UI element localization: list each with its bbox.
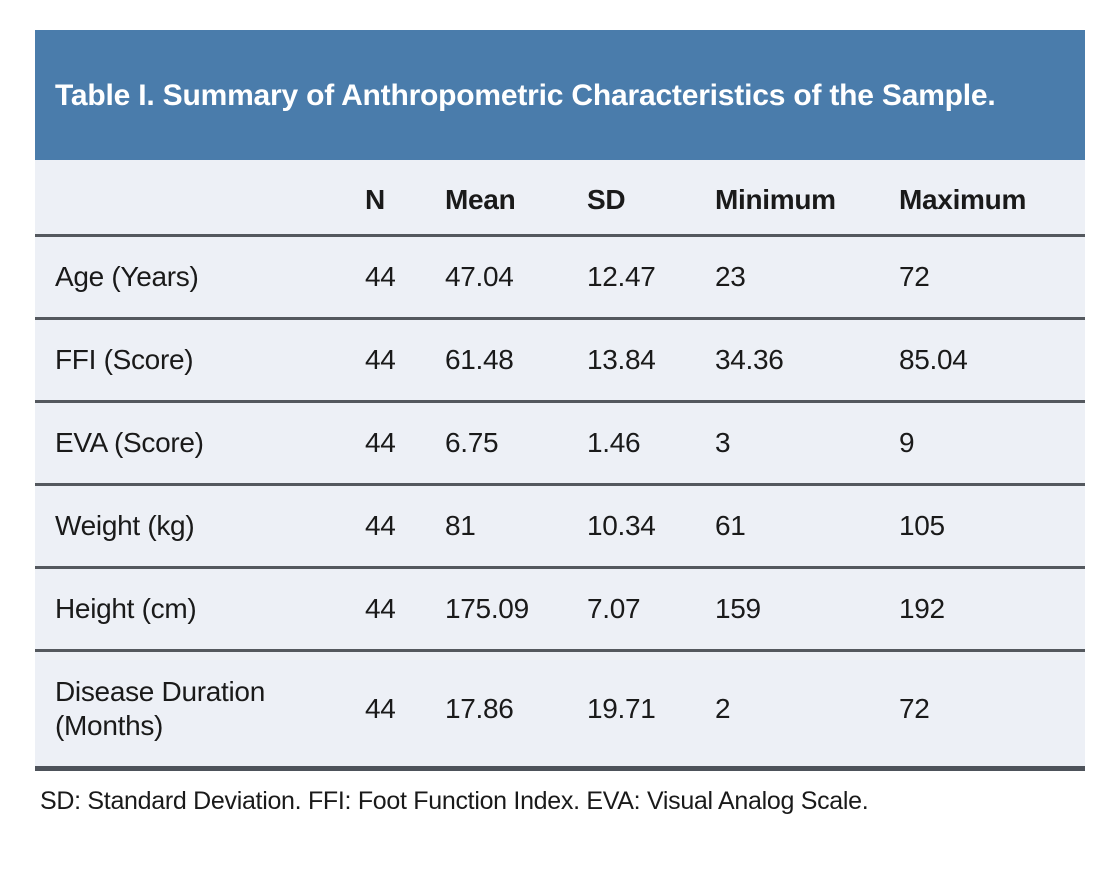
row-label: Height (cm) bbox=[35, 567, 365, 652]
table-title: Table I. Summary of Anthropometric Chara… bbox=[55, 79, 996, 112]
row-label: Age (Years) bbox=[35, 235, 365, 320]
table-footnote: SD: Standard Deviation. FFI: Foot Functi… bbox=[40, 787, 869, 815]
cell-max: 72 bbox=[899, 235, 1085, 320]
row-label: Weight (kg) bbox=[35, 484, 365, 569]
cell-min: 159 bbox=[715, 567, 899, 652]
col-header-variable bbox=[35, 160, 365, 237]
cell-sd: 13.84 bbox=[587, 318, 715, 403]
cell-n: 44 bbox=[365, 318, 445, 403]
col-header-sd: SD bbox=[587, 160, 715, 237]
summary-table: N Mean SD Minimum Maximum Age (Years) 44… bbox=[35, 160, 1085, 771]
cell-mean: 47.04 bbox=[445, 235, 587, 320]
cell-mean: 17.86 bbox=[445, 650, 587, 771]
table-row: EVA (Score) 44 6.75 1.46 3 9 bbox=[35, 401, 1085, 486]
cell-n: 44 bbox=[365, 567, 445, 652]
cell-sd: 1.46 bbox=[587, 401, 715, 486]
table-row: Age (Years) 44 47.04 12.47 23 72 bbox=[35, 235, 1085, 320]
cell-max: 72 bbox=[899, 650, 1085, 771]
table-row: Weight (kg) 44 81 10.34 61 105 bbox=[35, 484, 1085, 569]
cell-n: 44 bbox=[365, 484, 445, 569]
table-row: Disease Duration (Months) 44 17.86 19.71… bbox=[35, 650, 1085, 771]
col-header-minimum: Minimum bbox=[715, 160, 899, 237]
cell-sd: 19.71 bbox=[587, 650, 715, 771]
table-row: Height (cm) 44 175.09 7.07 159 192 bbox=[35, 567, 1085, 652]
cell-mean: 6.75 bbox=[445, 401, 587, 486]
cell-min: 61 bbox=[715, 484, 899, 569]
cell-mean: 61.48 bbox=[445, 318, 587, 403]
cell-min: 34.36 bbox=[715, 318, 899, 403]
cell-max: 9 bbox=[899, 401, 1085, 486]
cell-n: 44 bbox=[365, 650, 445, 771]
cell-mean: 175.09 bbox=[445, 567, 587, 652]
cell-min: 3 bbox=[715, 401, 899, 486]
col-header-mean: Mean bbox=[445, 160, 587, 237]
row-label: FFI (Score) bbox=[35, 318, 365, 403]
cell-n: 44 bbox=[365, 235, 445, 320]
table-row: FFI (Score) 44 61.48 13.84 34.36 85.04 bbox=[35, 318, 1085, 403]
row-label: EVA (Score) bbox=[35, 401, 365, 486]
cell-sd: 12.47 bbox=[587, 235, 715, 320]
col-header-n: N bbox=[365, 160, 445, 237]
cell-sd: 7.07 bbox=[587, 567, 715, 652]
col-header-maximum: Maximum bbox=[899, 160, 1085, 237]
cell-min: 2 bbox=[715, 650, 899, 771]
cell-sd: 10.34 bbox=[587, 484, 715, 569]
cell-max: 105 bbox=[899, 484, 1085, 569]
table-title-bar: Table I. Summary of Anthropometric Chara… bbox=[35, 30, 1085, 160]
cell-max: 85.04 bbox=[899, 318, 1085, 403]
cell-mean: 81 bbox=[445, 484, 587, 569]
table-figure: Table I. Summary of Anthropometric Chara… bbox=[35, 30, 1085, 816]
header-row: N Mean SD Minimum Maximum bbox=[35, 160, 1085, 237]
row-label: Disease Duration (Months) bbox=[35, 650, 365, 771]
cell-max: 192 bbox=[899, 567, 1085, 652]
cell-min: 23 bbox=[715, 235, 899, 320]
cell-n: 44 bbox=[365, 401, 445, 486]
